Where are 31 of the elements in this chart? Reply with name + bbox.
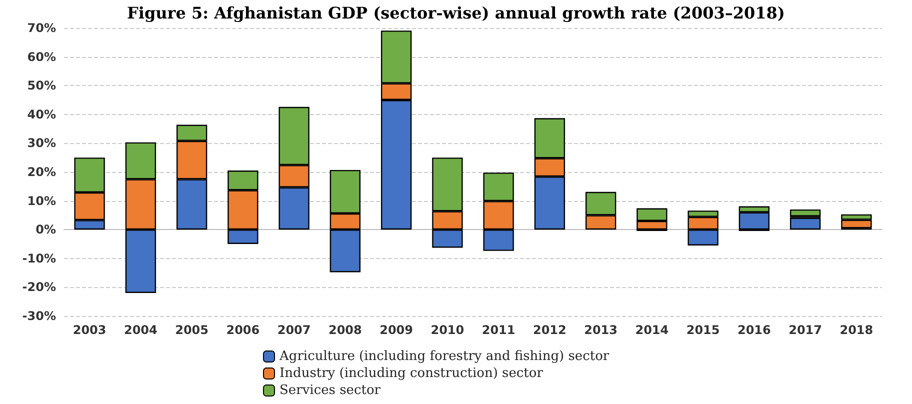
x-tick-label: 2005 <box>175 323 209 337</box>
x-tick-label: 2007 <box>277 323 311 337</box>
y-tick-label: 30% <box>27 136 56 150</box>
x-tick-label: 2006 <box>226 323 260 337</box>
x-tick-label: 2014 <box>635 323 669 337</box>
chart-title: Figure 5: Afghanistan GDP (sector-wise) annual growth rate (2003–2018) <box>127 4 785 22</box>
x-tick-label: 2011 <box>482 323 516 337</box>
y-tick-label: 10% <box>27 194 56 208</box>
y-tick-label: -10% <box>22 251 56 266</box>
x-tick-label: 2015 <box>686 323 720 337</box>
x-tick-label: 2008 <box>328 323 362 337</box>
x-tick-label: 2016 <box>737 323 771 337</box>
y-tick-label: 20% <box>27 165 56 179</box>
x-tick-label: 2012 <box>532 323 566 337</box>
y-tick-label: 70% <box>27 21 56 35</box>
x-tick-label: 2004 <box>124 323 158 337</box>
x-tick-label: 2009 <box>380 323 414 337</box>
legend-label: Services sector <box>280 383 382 398</box>
y-tick-label: -30% <box>22 309 56 323</box>
x-tick-label: 2017 <box>788 323 822 337</box>
x-tick-label: 2018 <box>840 323 874 337</box>
y-tick-label: 60% <box>27 50 56 64</box>
y-tick-label: 0% <box>36 222 56 237</box>
y-tick-label: -20% <box>22 280 56 294</box>
y-tick-label: 50% <box>27 78 56 93</box>
x-tick-label: 2013 <box>584 323 618 337</box>
legend-label: Industry (including construction) sector <box>280 366 544 381</box>
x-tick-label: 2003 <box>72 323 106 337</box>
x-tick-label: 2010 <box>430 323 464 337</box>
legend-label: Agriculture (including forestry and fishing) sector <box>278 349 610 364</box>
y-tick-label: 40% <box>27 107 56 122</box>
